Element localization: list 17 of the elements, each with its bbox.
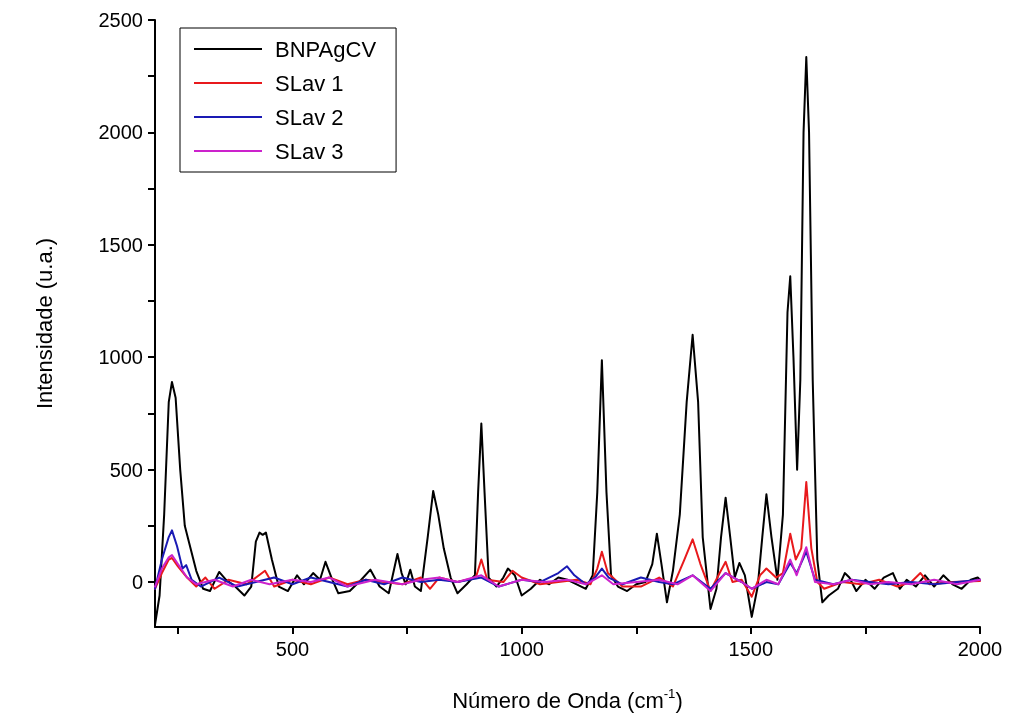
x-tick-label: 2000 bbox=[957, 638, 1003, 660]
y-tick-label: 0 bbox=[131, 571, 143, 594]
legend-label: SLav 1 bbox=[275, 70, 344, 96]
x-tick-label: 1500 bbox=[728, 638, 774, 660]
y-tick-label: 2500 bbox=[98, 9, 143, 31]
x-tick-label: 500 bbox=[275, 638, 310, 660]
line-series bbox=[154, 480, 981, 598]
y-tick-label: 2000 bbox=[98, 121, 143, 144]
x-tick-label: 1000 bbox=[499, 638, 544, 660]
legend-label: SLav 2 bbox=[275, 104, 344, 130]
line-series bbox=[154, 546, 981, 593]
y-tick-label: 1000 bbox=[98, 346, 143, 369]
y-axis-title: Intensidade (u.a.) bbox=[31, 237, 57, 410]
y-tick-label: 1500 bbox=[98, 233, 143, 256]
legend-label: BNPAgCV bbox=[275, 36, 377, 62]
legend-label: SLav 3 bbox=[275, 138, 344, 164]
y-tick-label: 500 bbox=[109, 458, 143, 481]
